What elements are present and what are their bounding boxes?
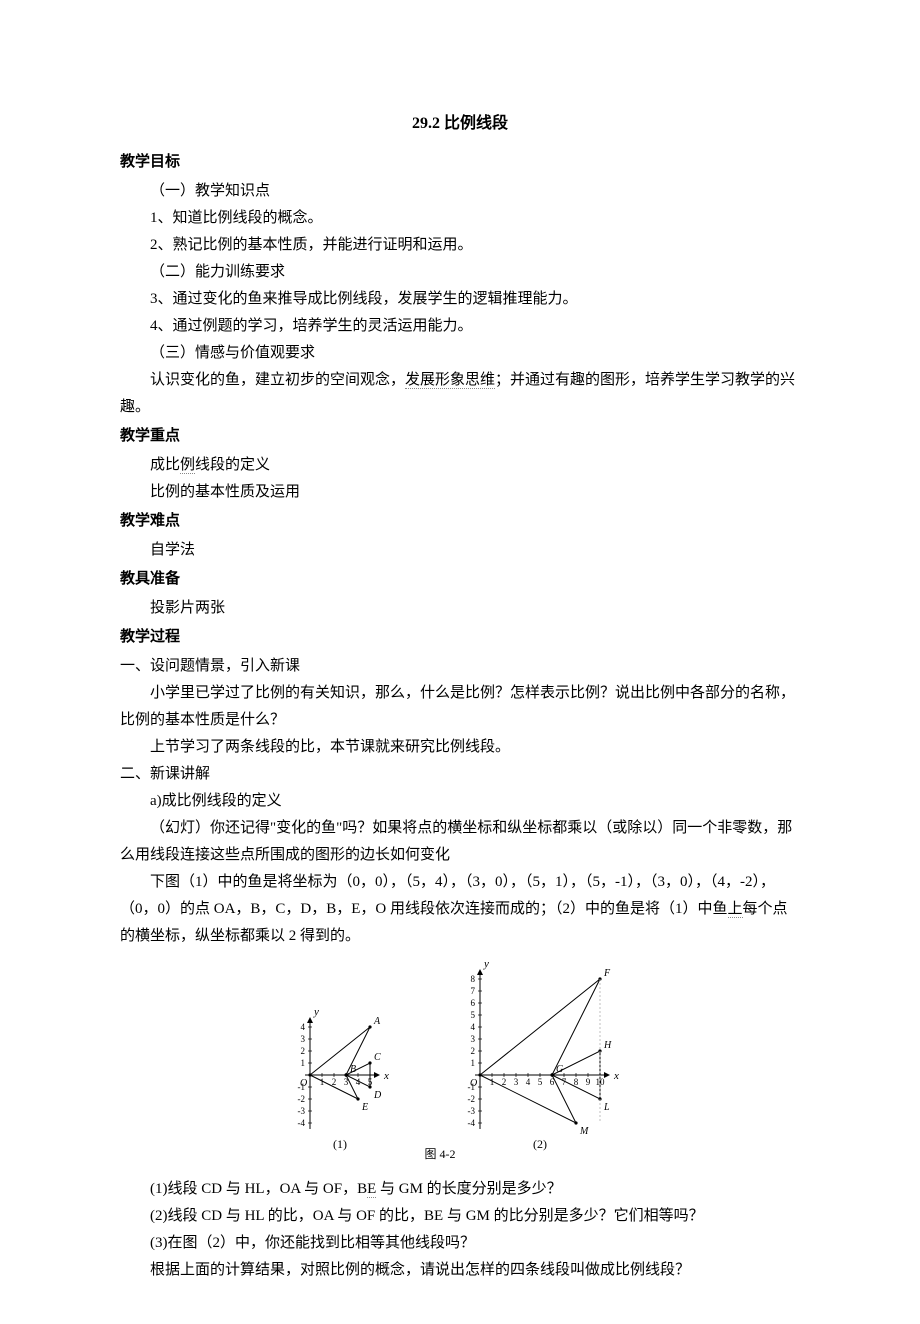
goal-2: （二）能力训练要求 — [120, 259, 800, 286]
svg-text:-4: -4 — [468, 1118, 476, 1128]
q1-dot: E — [367, 1181, 376, 1198]
svg-text:2: 2 — [301, 1046, 306, 1056]
svg-text:x: x — [613, 1070, 619, 1082]
svg-text:8: 8 — [471, 974, 476, 984]
goal-2b: 4、通过例题的学习，培养学生的灵活运用能力。 — [120, 313, 800, 340]
svg-text:C: C — [374, 1052, 381, 1063]
svg-text:M: M — [579, 1126, 589, 1137]
process-p1: 小学里已学过了比例的有关知识，那么，什么是比例？怎样表示比例？说出比例中各部分的… — [120, 680, 800, 734]
svg-text:1: 1 — [471, 1058, 476, 1068]
process-a: a)成比例线段的定义 — [120, 788, 800, 815]
svg-text:5: 5 — [538, 1077, 543, 1087]
process-sec1: 一、设问题情景，引入新课 — [120, 653, 800, 680]
svg-text:3: 3 — [471, 1034, 476, 1044]
heading-tools: 教具准备 — [120, 566, 800, 593]
figure-container: -4-3-2-1123412345xyOABCDE-4-3-2-11234567… — [120, 960, 800, 1160]
svg-text:6: 6 — [471, 998, 476, 1008]
q1-post: 与 GM 的长度分别是多少？ — [376, 1181, 561, 1197]
goal-1a: 1、知道比例线段的概念。 — [120, 205, 800, 232]
svg-text:(2): (2) — [533, 1137, 547, 1151]
fish-diagram: -4-3-2-1123412345xyOABCDE-4-3-2-11234567… — [250, 960, 670, 1160]
process-q4: 根据上面的计算结果，对照比例的概念，请说出怎样的四条线段叫做成比例线段？ — [120, 1257, 800, 1284]
key-2: 比例的基本性质及运用 — [120, 479, 800, 506]
svg-text:D: D — [373, 1090, 382, 1101]
svg-text:2: 2 — [502, 1077, 507, 1087]
svg-text:9: 9 — [586, 1077, 591, 1087]
q1-pre: (1)线段 CD 与 HL，OA 与 OF，B — [150, 1181, 367, 1197]
heading-goal: 教学目标 — [120, 149, 800, 176]
process-p4-dot: 上 — [728, 901, 743, 918]
process-p2: 上节学习了两条线段的比，本节课就来研究比例线段。 — [120, 734, 800, 761]
svg-text:4: 4 — [526, 1077, 531, 1087]
svg-text:7: 7 — [471, 986, 476, 996]
svg-text:B: B — [350, 1064, 356, 1075]
svg-text:8: 8 — [574, 1077, 579, 1087]
process-p4-pre: 下图（1）中的鱼是将坐标为（0，0），（5，4），（3，0），（5，1），（5，… — [120, 874, 775, 917]
heading-process: 教学过程 — [120, 624, 800, 651]
tools-1: 投影片两张 — [120, 595, 800, 622]
svg-text:L: L — [603, 1102, 610, 1113]
svg-text:A: A — [373, 1016, 381, 1027]
svg-text:5: 5 — [471, 1010, 476, 1020]
key-1-post: 线段的定义 — [195, 457, 270, 473]
svg-text:1: 1 — [301, 1058, 306, 1068]
process-q1: (1)线段 CD 与 HL，OA 与 OF，BE 与 GM 的长度分别是多少？ — [120, 1176, 800, 1203]
svg-text:-2: -2 — [298, 1094, 306, 1104]
process-q3: (3)在图（2）中，你还能找到比相等其他线段吗？ — [120, 1230, 800, 1257]
svg-text:y: y — [313, 1006, 319, 1018]
svg-text:G: G — [556, 1064, 563, 1075]
svg-text:(1): (1) — [333, 1137, 347, 1151]
heading-difficult: 教学难点 — [120, 508, 800, 535]
svg-text:F: F — [603, 968, 611, 979]
page-title: 29.2 比例线段 — [120, 110, 800, 139]
goal-1b: 2、熟记比例的基本性质，并能进行证明和运用。 — [120, 232, 800, 259]
svg-text:4: 4 — [301, 1022, 306, 1032]
svg-text:y: y — [483, 960, 489, 970]
goal-3a-dotted: 发展形象思维 — [405, 372, 495, 389]
process-sec2: 二、新课讲解 — [120, 761, 800, 788]
svg-text:3: 3 — [301, 1034, 306, 1044]
svg-text:-3: -3 — [468, 1106, 476, 1116]
svg-text:O: O — [470, 1078, 477, 1089]
process-p4: 下图（1）中的鱼是将坐标为（0，0），（5，4），（3，0），（5，1），（5，… — [120, 869, 800, 950]
svg-text:H: H — [603, 1040, 612, 1051]
key-1-dot: 例 — [180, 457, 195, 474]
svg-text:2: 2 — [332, 1077, 337, 1087]
goal-3: （三）情感与价值观要求 — [120, 340, 800, 367]
heading-key: 教学重点 — [120, 423, 800, 450]
goal-3a: 认识变化的鱼，建立初步的空间观念，发展形象思维；并通过有趣的图形，培养学生学习教… — [120, 367, 800, 421]
svg-text:3: 3 — [514, 1077, 519, 1087]
key-1: 成比例线段的定义 — [120, 452, 800, 479]
difficult-1: 自学法 — [120, 537, 800, 564]
document-page: 29.2 比例线段 教学目标 （一）教学知识点 1、知道比例线段的概念。 2、熟… — [0, 0, 920, 1324]
svg-text:x: x — [383, 1070, 389, 1082]
svg-text:-3: -3 — [298, 1106, 306, 1116]
key-1-pre: 成比 — [150, 457, 180, 473]
svg-text:图 4-2: 图 4-2 — [425, 1147, 456, 1160]
svg-text:-4: -4 — [298, 1118, 306, 1128]
svg-text:4: 4 — [471, 1022, 476, 1032]
svg-text:E: E — [361, 1102, 368, 1113]
process-p3: （幻灯）你还记得"变化的鱼"吗？如果将点的横坐标和纵坐标都乘以（或除以）同一个非… — [120, 815, 800, 869]
goal-1: （一）教学知识点 — [120, 178, 800, 205]
svg-text:2: 2 — [471, 1046, 476, 1056]
goal-2a: 3、通过变化的鱼来推导成比例线段，发展学生的逻辑推理能力。 — [120, 286, 800, 313]
process-q2: (2)线段 CD 与 HL 的比，OA 与 OF 的比，BE 与 GM 的比分别… — [120, 1203, 800, 1230]
svg-text:-2: -2 — [468, 1094, 476, 1104]
svg-text:O: O — [300, 1078, 307, 1089]
goal-3a-pre: 认识变化的鱼，建立初步的空间观念， — [150, 372, 405, 388]
